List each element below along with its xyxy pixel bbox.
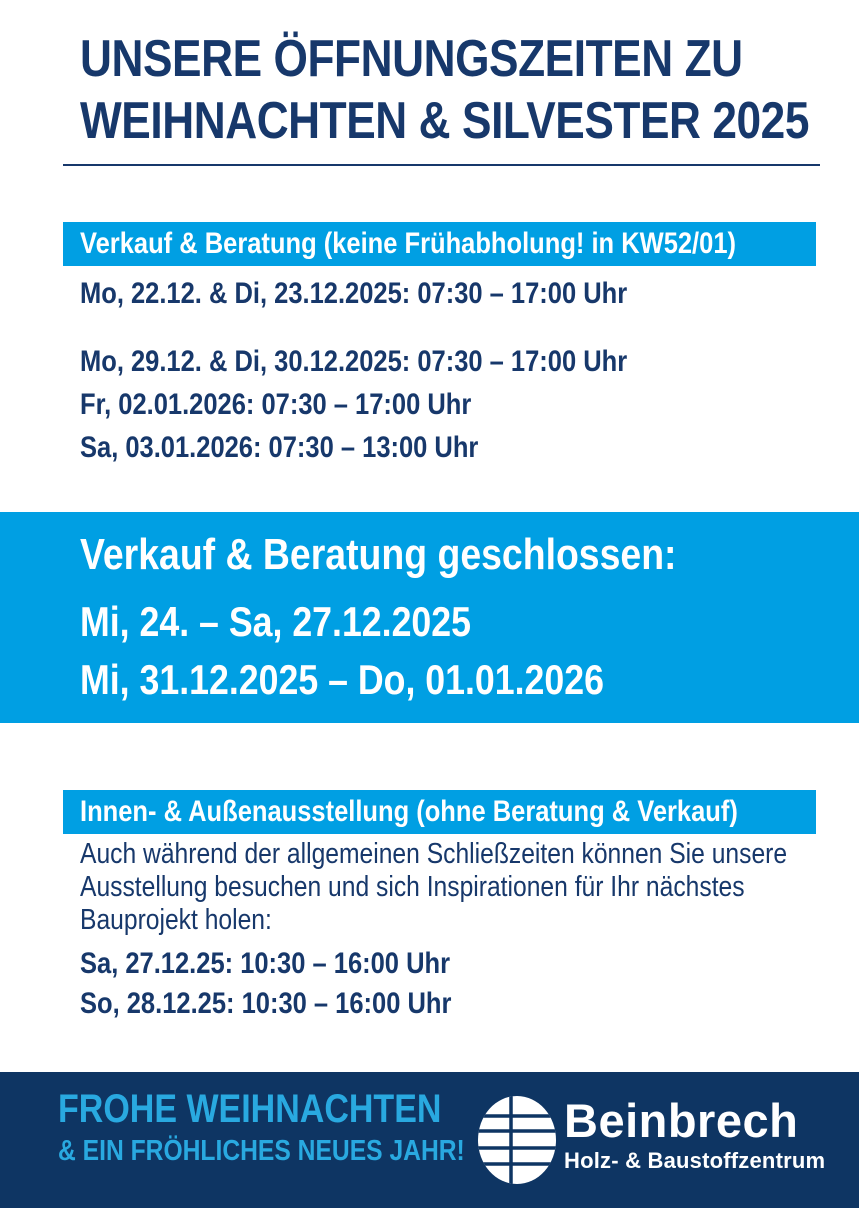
- sales-hours-line: Mo, 22.12. & Di, 23.12.2025: 07:30 – 17:…: [80, 277, 628, 310]
- footer: FROHE WEIHNACHTEN & EIN FRÖHLICHES NEUES…: [0, 1072, 859, 1208]
- exhibition-section-banner: Innen- & Außenausstellung (ohne Beratung…: [63, 790, 816, 834]
- sales-hours-group1: Mo, 22.12. & Di, 23.12.2025: 07:30 – 17:…: [80, 272, 724, 315]
- season-greeting-line1: FROHE WEIHNACHTEN: [58, 1087, 442, 1131]
- sales-section-banner: Verkauf & Beratung (keine Frühabholung! …: [63, 222, 816, 266]
- season-greeting: FROHE WEIHNACHTEN & EIN FRÖHLICHES NEUES…: [58, 1086, 537, 1168]
- company-name: Beinbrech: [564, 1094, 799, 1147]
- page-title-line1: UNSERE ÖFFNUNGSZEITEN ZU: [80, 30, 743, 88]
- closed-date-range: Mi, 24. – Sa, 27.12.2025: [80, 598, 471, 645]
- company-logo: Beinbrech Holz- & Baustoffzentrum: [478, 1096, 825, 1184]
- exhibition-hours-line: So, 28.12.25: 10:30 – 16:00 Uhr: [80, 987, 452, 1020]
- exhibition-hours: Sa, 27.12.25: 10:30 – 16:00 Uhr So, 28.1…: [80, 944, 517, 1024]
- closed-date-range: Mi, 31.12.2025 – Do, 01.01.2026: [80, 656, 604, 703]
- closed-notice-heading: Verkauf & Beratung geschlossen:: [80, 530, 677, 579]
- page-title: UNSERE ÖFFNUNGSZEITEN ZU WEIHNACHTEN & S…: [80, 28, 859, 152]
- page-title-line2: WEIHNACHTEN & SILVESTER 2025: [80, 92, 809, 150]
- sales-hours-line: Mo, 29.12. & Di, 30.12.2025: 07:30 – 17:…: [80, 345, 628, 378]
- season-greeting-line2: & EIN FRÖHLICHES NEUES JAHR!: [58, 1135, 465, 1167]
- company-tagline: Holz- & Baustoffzentrum: [564, 1148, 826, 1173]
- exhibition-hours-line: Sa, 27.12.25: 10:30 – 16:00 Uhr: [80, 947, 450, 980]
- exhibition-paragraph: Auch während der allgemeinen Schließzeit…: [80, 838, 788, 936]
- globe-logo-icon: [478, 1096, 556, 1184]
- company-logo-text: Beinbrech Holz- & Baustoffzentrum: [564, 1096, 825, 1174]
- sales-section-banner-label: Verkauf & Beratung (keine Frühabholung! …: [80, 227, 737, 260]
- closed-notice-block: Verkauf & Beratung geschlossen: Mi, 24. …: [0, 512, 859, 723]
- exhibition-section-banner-label: Innen- & Außenausstellung (ohne Beratung…: [80, 795, 738, 828]
- sales-hours-group2: Mo, 29.12. & Di, 30.12.2025: 07:30 – 17:…: [80, 340, 724, 469]
- title-divider: [63, 164, 820, 166]
- sales-hours-line: Fr, 02.01.2026: 07:30 – 17:00 Uhr: [80, 388, 472, 421]
- sales-hours-line: Sa, 03.01.2026: 07:30 – 13:00 Uhr: [80, 431, 479, 464]
